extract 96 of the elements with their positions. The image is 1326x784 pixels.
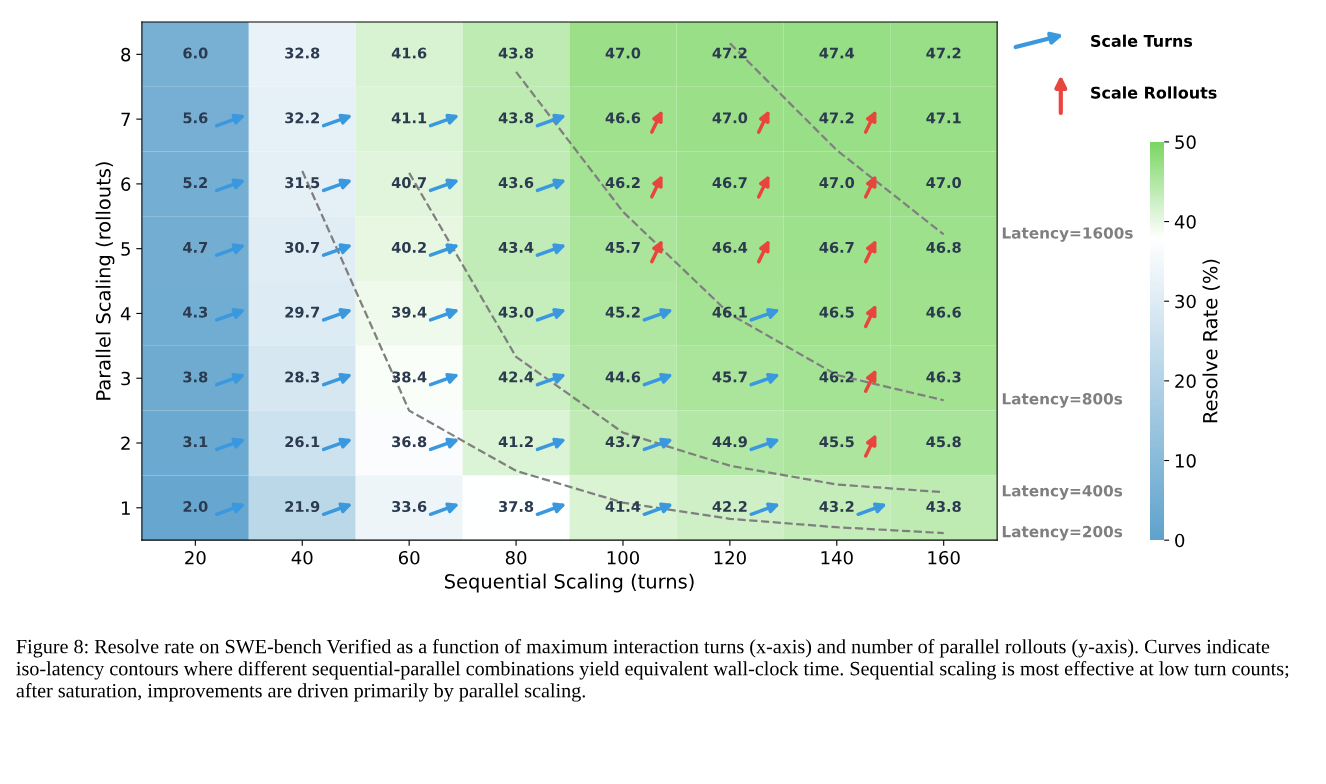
data-label: 43.4 [498, 241, 534, 253]
data-label: 6.0 [183, 47, 208, 59]
data-label: 45.8 [926, 436, 961, 448]
x-tick-label: 80 [505, 550, 527, 565]
data-label: 5.2 [183, 177, 207, 189]
data-label: 43.8 [926, 500, 961, 513]
text: Latency=800s [1002, 393, 1123, 408]
color-bar-label: 50 [1175, 135, 1196, 150]
y-tick-label: 5 [121, 242, 130, 256]
data-label: 47.0 [819, 177, 855, 189]
data-label: 42.2 [712, 500, 747, 512]
data-label: 46.5 [819, 306, 854, 318]
data-label: 43.7 [605, 436, 640, 448]
y-tick-label: 4 [120, 307, 131, 321]
data-label: 43.8 [498, 112, 534, 124]
data-label: 47.0 [605, 47, 641, 59]
text: Latency=200s [1002, 525, 1123, 541]
data-label: 43.2 [819, 500, 854, 513]
data-label: 3.1 [183, 436, 208, 448]
y-tick-label: 3 [121, 371, 131, 386]
data-label: 31.5 [285, 177, 320, 189]
data-label: 30.7 [285, 241, 320, 253]
x-tick-label: 120 [714, 550, 746, 565]
legend-label: Scale Rollouts [1091, 86, 1217, 99]
data-label: 44.9 [712, 436, 747, 448]
x-axis-title: Sequential Scaling (turns) [444, 573, 694, 593]
x-tick-label: 100 [607, 550, 639, 565]
data-label: 46.6 [605, 112, 641, 124]
data-label: 21.9 [285, 500, 320, 513]
data-label: 41.2 [498, 436, 533, 448]
data-label: 46.7 [712, 177, 747, 189]
x-tick-label: 140 [821, 550, 853, 565]
data-label: 46.6 [926, 306, 961, 318]
data-label: 4.3 [183, 306, 208, 318]
y-tick-label: 7 [121, 112, 130, 126]
color-bar-title: Resolve Rate (%) [1202, 259, 1220, 423]
legend-label: Scale Turns [1091, 34, 1193, 47]
data-label: 45.2 [605, 306, 640, 318]
data-label: 46.2 [819, 371, 854, 383]
data-label: 37.8 [499, 500, 534, 513]
data-label: 45.7 [712, 371, 747, 383]
data-label: 46.2 [605, 177, 640, 189]
data-label: 40.7 [391, 177, 426, 189]
y-tick-label: 8 [121, 47, 131, 62]
data-label: 43.6 [498, 177, 534, 189]
data-label: 2.0 [183, 500, 208, 513]
data-label: 47.2 [712, 47, 747, 59]
data-label: 3.8 [183, 371, 208, 383]
color-bar-label: 0 [1175, 533, 1185, 548]
color-bar-label: 20 [1175, 374, 1196, 388]
data-label: 5.6 [183, 112, 208, 124]
data-label: 33.6 [392, 500, 427, 513]
x-tick-label: 60 [398, 550, 420, 565]
data-label: 32.8 [285, 47, 320, 59]
text: Latency=1600s [1002, 227, 1133, 242]
caption: Figure 8: Resolve rate on SWE-bench Verified as a function of maximum interaction turns (x-axis) and number of parallel rollouts (y-axis). Curves indicate iso-latency contours where different sequential-parallel combinations yield equivalent wall-clock time. Sequential scaling is most effective at low turn counts; after saturation, improvements are driven primarily by parallel scaling. [16, 638, 1289, 702]
data-label: 26.1 [285, 436, 320, 448]
data-label: 47.1 [926, 112, 961, 124]
data-label: 46.4 [712, 241, 748, 253]
y-axis-title: Parallel Scaling (rollouts) [95, 162, 115, 400]
y-tick-label: 2 [121, 436, 130, 450]
data-label: 41.4 [605, 501, 641, 512]
data-label: 28.3 [285, 371, 320, 383]
data-label: 40.2 [391, 241, 426, 253]
data-label: 47.2 [819, 112, 854, 124]
y-tick-label: 6 [121, 177, 131, 192]
data-label: 46.7 [819, 241, 854, 253]
data-label: 47.4 [819, 47, 855, 59]
data-label: 41.6 [391, 47, 427, 59]
data-label: 45.5 [819, 436, 854, 448]
y-tick-label: 1 [121, 501, 130, 515]
data-label: 47.0 [712, 112, 748, 124]
data-label: 42.4 [498, 371, 534, 383]
data-label: 43.0 [498, 306, 534, 318]
data-label: 45.7 [605, 242, 640, 253]
data-label: 47.2 [926, 47, 961, 59]
data-label: 46.8 [926, 241, 961, 253]
x-tick-label: 160 [928, 550, 960, 565]
data-label: 44.6 [605, 371, 641, 383]
data-label: 47.0 [926, 177, 961, 189]
data-label: 43.8 [498, 47, 534, 59]
color-bar-label: 10 [1175, 453, 1196, 468]
data-label: 41.1 [391, 112, 427, 124]
data-label: 36.8 [392, 436, 427, 448]
data-label: 29.7 [285, 306, 320, 318]
x-tick-label: 20 [185, 550, 206, 565]
data-label: 46.3 [926, 371, 961, 383]
text: Latency=400s [1002, 485, 1123, 500]
data-label: 38.4 [392, 371, 427, 383]
data-label: 4.7 [183, 242, 208, 253]
data-label: 32.2 [285, 112, 319, 124]
data-label: 46.1 [712, 306, 747, 318]
x-tick-label: 40 [291, 550, 313, 565]
color-bar-label: 40 [1174, 215, 1196, 229]
data-label: 39.4 [392, 306, 427, 318]
color-bar-label: 30 [1175, 294, 1196, 309]
